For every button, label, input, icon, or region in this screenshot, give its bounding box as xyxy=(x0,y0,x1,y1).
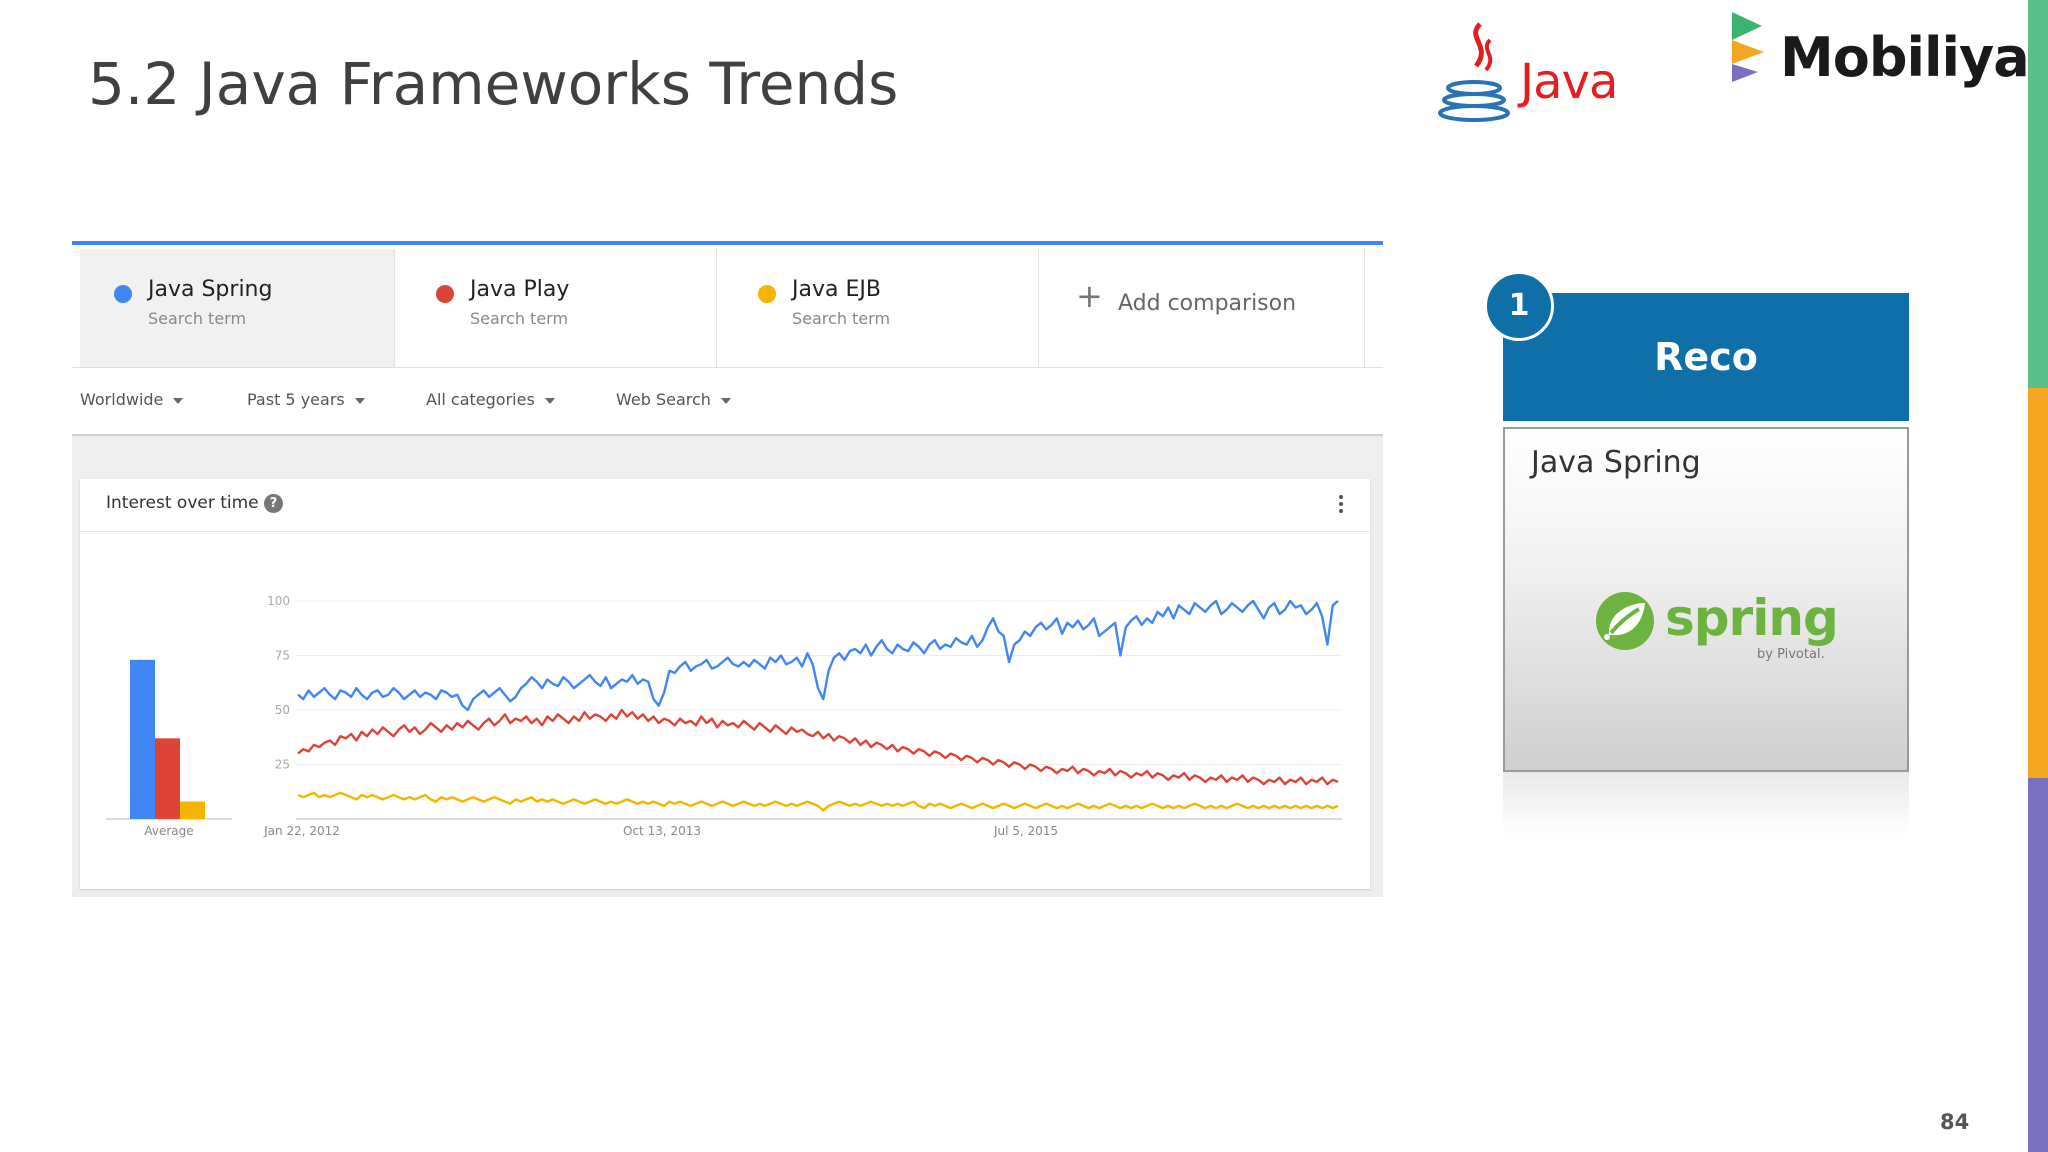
caret-down-icon xyxy=(354,397,365,404)
side-strip-purple xyxy=(2028,778,2048,1152)
filter-label: Past 5 years xyxy=(247,390,345,409)
term-subtitle: Search term xyxy=(148,309,247,328)
pivotal-text: by Pivotal. xyxy=(1757,647,1825,662)
caret-down-icon xyxy=(720,397,731,404)
term-name: Java Spring xyxy=(148,277,273,302)
y-tick-label: 50 xyxy=(275,703,290,717)
y-tick-label: 75 xyxy=(275,649,290,663)
caret-down-icon xyxy=(544,397,555,404)
spring-logo-text: spring xyxy=(1665,589,1839,647)
mobiliya-logo-text: Mobiliya xyxy=(1780,26,2030,89)
reco-header: Reco xyxy=(1503,293,1909,421)
card-title: Interest over time xyxy=(106,493,259,513)
caret-down-icon xyxy=(173,397,184,404)
term-subtitle: Search term xyxy=(792,309,891,328)
side-strip-orange xyxy=(2028,388,2048,778)
series-color-dot xyxy=(114,285,132,303)
term-name: Java EJB xyxy=(792,277,881,302)
series-line-java-spring xyxy=(297,599,1339,712)
series-color-dot xyxy=(436,285,454,303)
interest-chart: 25 50 75 100 Average Jan 22, 2012 Oct 13, 2013… xyxy=(106,594,1342,838)
more-vert-icon[interactable] xyxy=(1338,493,1344,515)
reco-choice-label: Java Spring xyxy=(1531,445,1701,480)
filter-search-type-dropdown[interactable]: Web Search xyxy=(616,390,731,409)
term-tab-java-spring[interactable]: Java Spring Search term xyxy=(80,249,395,367)
x-tick-label: Jul 5, 2015 xyxy=(993,824,1058,838)
mobiliya-mark-icon xyxy=(1732,12,1764,82)
filter-label: Worldwide xyxy=(80,390,164,409)
x-tick-label: Oct 13, 2013 xyxy=(623,824,701,838)
average-bar xyxy=(180,801,205,819)
reco-choice-box: Java Spring spring by Pivotal. xyxy=(1503,427,1909,772)
filter-category-dropdown[interactable]: All categories xyxy=(426,390,555,409)
filter-time-dropdown[interactable]: Past 5 years xyxy=(247,390,365,409)
term-name: Java Play xyxy=(470,277,570,302)
average-label: Average xyxy=(144,824,193,838)
filter-label: All categories xyxy=(426,390,535,409)
term-subtitle: Search term xyxy=(470,309,569,328)
mobiliya-logo: Mobiliya xyxy=(1728,10,2030,100)
series-line-java-play xyxy=(297,708,1339,786)
series-line-java-ejb xyxy=(297,791,1339,812)
average-bar xyxy=(130,659,155,819)
search-terms-row: Java Spring Search term Java Play Search… xyxy=(72,241,1383,371)
help-icon[interactable]: ? xyxy=(264,494,283,513)
interest-over-time-card: Interest over time ? 25 50 75 100 Average Jan… xyxy=(80,479,1370,889)
java-logo: Java xyxy=(1436,18,1618,128)
series-color-dot xyxy=(758,285,776,303)
add-comparison-button[interactable]: + Add comparison xyxy=(1046,249,1365,367)
add-comparison-label: Add comparison xyxy=(1118,291,1297,316)
plus-icon: + xyxy=(1076,277,1103,315)
reco-rank-badge: 1 xyxy=(1484,271,1554,341)
slide-title: 5.2 Java Frameworks Trends xyxy=(88,50,899,118)
reco-heading: Reco xyxy=(1654,335,1758,379)
filters-row: Worldwide Past 5 years All categories We… xyxy=(72,367,1383,436)
reco-reflection xyxy=(1503,772,1909,838)
y-tick-label: 25 xyxy=(275,758,290,772)
term-tab-java-play[interactable]: Java Play Search term xyxy=(402,249,717,367)
trends-widget: Java Spring Search term Java Play Search… xyxy=(72,241,1383,897)
java-cup-icon xyxy=(1438,22,1510,122)
card-header: Interest over time ? xyxy=(80,479,1370,532)
side-strip-green xyxy=(2028,0,2048,388)
filter-label: Web Search xyxy=(616,390,711,409)
x-tick-label: Jan 22, 2012 xyxy=(263,824,340,838)
filter-region-dropdown[interactable]: Worldwide xyxy=(80,390,184,409)
spring-logo: spring by Pivotal. xyxy=(1593,589,1839,669)
spring-leaf-icon xyxy=(1596,592,1654,650)
average-bar xyxy=(155,738,180,819)
term-tab-java-ejb[interactable]: Java EJB Search term xyxy=(724,249,1039,367)
y-tick-label: 100 xyxy=(267,594,290,608)
java-logo-text: Java xyxy=(1520,54,1618,110)
page-number: 84 xyxy=(1940,1110,1970,1134)
